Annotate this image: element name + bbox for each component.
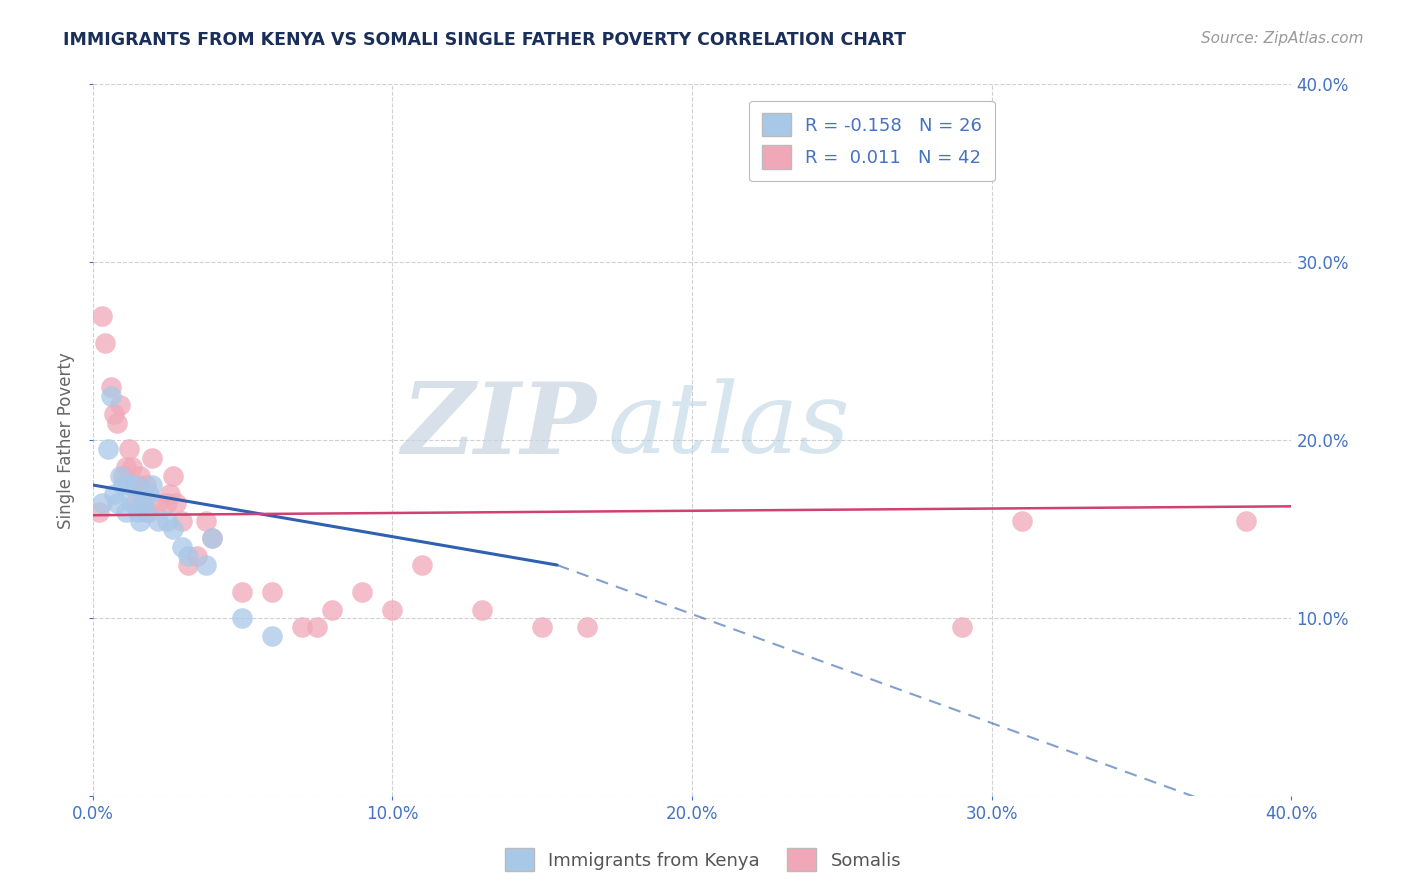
Point [186, 549, 208, 563]
Point [148, 496, 170, 510]
Point [156, 514, 179, 528]
Point [96, 442, 118, 457]
Point [576, 620, 599, 634]
Point [93, 335, 115, 350]
Point [124, 478, 146, 492]
Point [100, 389, 122, 403]
Point [129, 514, 152, 528]
Point [138, 487, 160, 501]
Point [381, 602, 404, 616]
Point [108, 469, 131, 483]
Point [172, 514, 194, 528]
Point [148, 514, 170, 528]
Point [103, 407, 125, 421]
Point [90, 496, 112, 510]
Point [262, 629, 284, 643]
Point [117, 442, 139, 457]
Text: IMMIGRANTS FROM KENYA VS SOMALI SINGLE FATHER POVERTY CORRELATION CHART: IMMIGRANTS FROM KENYA VS SOMALI SINGLE F… [63, 31, 907, 49]
Point [1236, 514, 1258, 528]
Point [103, 487, 125, 501]
Point [156, 496, 179, 510]
Point [129, 469, 152, 483]
Point [114, 460, 136, 475]
Point [132, 496, 155, 510]
Point [138, 505, 160, 519]
Point [105, 416, 128, 430]
Point [111, 469, 134, 483]
Point [177, 549, 200, 563]
Point [471, 602, 494, 616]
Point [127, 505, 149, 519]
Point [950, 620, 973, 634]
Point [141, 451, 163, 466]
Text: ZIP: ZIP [401, 378, 596, 475]
Point [121, 460, 143, 475]
Point [262, 584, 284, 599]
Point [411, 558, 433, 572]
Point [127, 478, 149, 492]
Point [159, 487, 181, 501]
Y-axis label: Single Father Poverty: Single Father Poverty [58, 352, 75, 529]
Point [231, 584, 253, 599]
Point [121, 496, 143, 510]
Point [105, 496, 128, 510]
Point [307, 620, 329, 634]
Point [90, 309, 112, 323]
Point [124, 496, 146, 510]
Text: Source: ZipAtlas.com: Source: ZipAtlas.com [1201, 31, 1364, 46]
Point [352, 584, 374, 599]
Point [195, 514, 218, 528]
Point [87, 505, 110, 519]
Point [135, 478, 157, 492]
Point [531, 620, 554, 634]
Point [231, 611, 253, 625]
Point [172, 541, 194, 555]
Point [162, 523, 184, 537]
Point [114, 505, 136, 519]
Point [201, 532, 224, 546]
Point [1011, 514, 1033, 528]
Point [132, 496, 155, 510]
Point [177, 558, 200, 572]
Point [162, 469, 184, 483]
Point [166, 496, 188, 510]
Point [321, 602, 343, 616]
Legend: R = -0.158   N = 26, R =  0.011   N = 42: R = -0.158 N = 26, R = 0.011 N = 42 [749, 101, 994, 181]
Point [291, 620, 314, 634]
Point [135, 505, 157, 519]
Point [108, 398, 131, 412]
Point [201, 532, 224, 546]
Point [117, 478, 139, 492]
Point [195, 558, 218, 572]
Point [141, 478, 163, 492]
Point [100, 380, 122, 394]
Text: atlas: atlas [607, 378, 851, 474]
Legend: Immigrants from Kenya, Somalis: Immigrants from Kenya, Somalis [498, 841, 908, 879]
Point [111, 478, 134, 492]
